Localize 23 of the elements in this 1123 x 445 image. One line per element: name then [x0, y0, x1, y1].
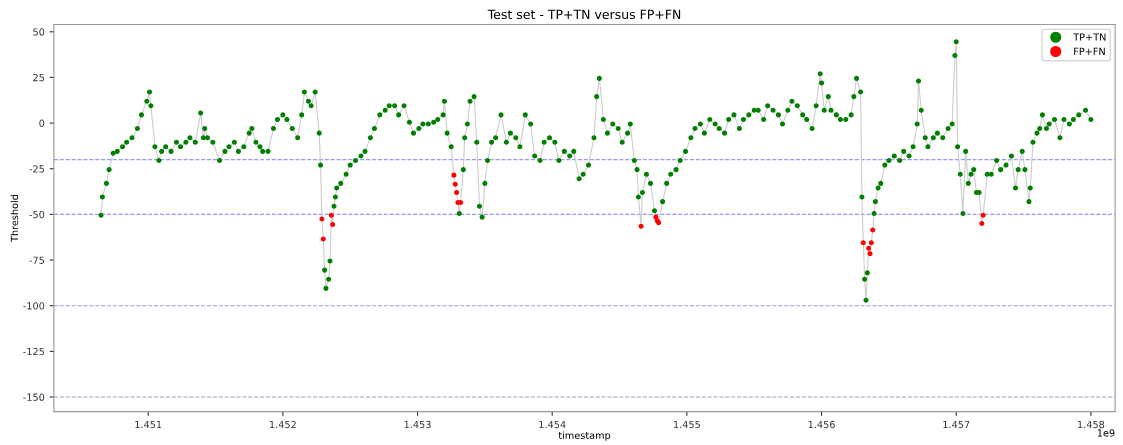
x-tick-label: 1.455: [674, 420, 700, 429]
x-tick-label: 1.453: [404, 420, 431, 429]
y-tick-label: 50: [33, 28, 45, 36]
x-tick-label: 1.458: [1078, 420, 1105, 429]
x-tick-label: 1.451: [135, 420, 162, 429]
x-tick-label: 1.452: [270, 420, 296, 429]
y-tick-label: 25: [33, 73, 45, 82]
text: 1e9: [1097, 429, 1115, 437]
y-tick-label: -25: [29, 165, 45, 173]
y-tick-label: -50: [29, 210, 45, 219]
y-tick-label: -100: [23, 302, 45, 310]
legend-label: TP+TN: [1073, 33, 1106, 41]
y-tick-label: -125: [23, 347, 45, 356]
y-axis-title: Threshold: [10, 194, 19, 243]
x-tick-label: 1.457: [943, 420, 970, 429]
x-tick-label: 1.454: [539, 420, 566, 429]
y-tick-label: -75: [29, 256, 45, 264]
y-tick-label: 0: [39, 119, 45, 127]
x-axis-title: timestamp: [558, 431, 611, 441]
y-tick-label: -150: [23, 393, 45, 401]
chart-title: Test set - TP+TN versus FP+FN: [487, 9, 681, 20]
legend-label: FP+FN: [1074, 47, 1105, 55]
x-tick-label: 1.456: [808, 420, 835, 429]
